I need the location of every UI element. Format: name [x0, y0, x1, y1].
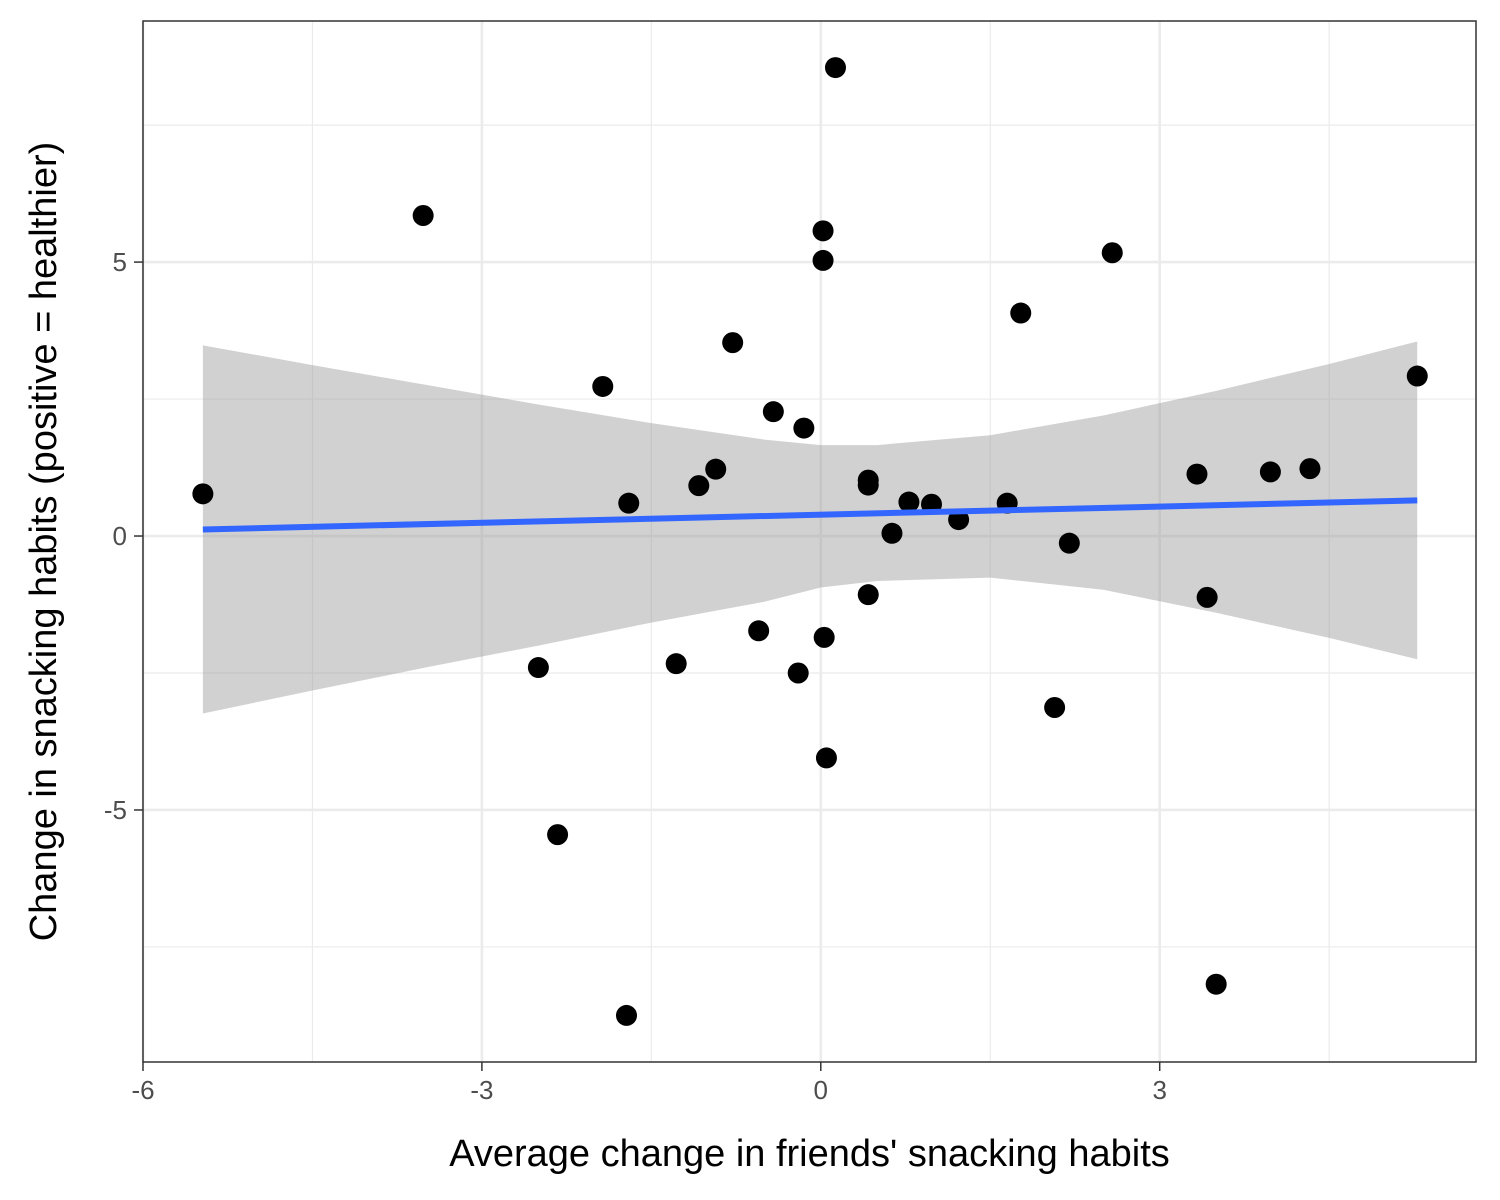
data-point [1205, 973, 1227, 995]
data-point [762, 401, 784, 423]
y-tick-label: 0 [113, 521, 127, 551]
data-point [527, 657, 549, 679]
data-point [857, 474, 879, 496]
fit-line [202, 497, 1418, 533]
data-point [618, 492, 640, 514]
x-tick-label: 3 [1152, 1075, 1166, 1105]
y-axis-ticks: -5 0 5 [104, 247, 143, 825]
data-point [813, 626, 835, 648]
data-point [881, 522, 903, 544]
panel-border [142, 20, 1477, 1063]
data-point [815, 747, 837, 769]
data-point [1259, 461, 1281, 483]
data-point [824, 57, 846, 79]
data-point [688, 475, 710, 497]
x-axis-ticks: -6 -3 0 3 [131, 1062, 1167, 1105]
data-point [1101, 242, 1123, 264]
data-point [722, 332, 744, 354]
confidence-band-layer [202, 341, 1418, 714]
data-point [787, 662, 809, 684]
confidence-band [202, 341, 1418, 714]
data-point [192, 483, 214, 505]
data-point [1196, 586, 1218, 608]
data-point [898, 491, 920, 513]
data-point [1044, 697, 1066, 719]
grid-minor [143, 21, 1476, 1062]
x-axis-title: Average change in friends' snacking habi… [449, 1133, 1170, 1175]
x-tick-label: -6 [131, 1075, 154, 1105]
data-point [412, 205, 434, 227]
data-point [1406, 365, 1428, 387]
x-tick-label: 0 [814, 1075, 828, 1105]
data-point [857, 584, 879, 606]
data-point [812, 249, 834, 271]
data-point [705, 458, 727, 480]
x-tick-label: -3 [470, 1075, 493, 1105]
y-tick-label: 5 [113, 247, 127, 277]
data-point [547, 824, 569, 846]
data-point [615, 1004, 637, 1026]
y-axis-title: Change in snacking habits (positive = he… [23, 142, 65, 942]
data-point [793, 417, 815, 439]
points-layer [192, 57, 1428, 1026]
data-point [748, 620, 770, 642]
data-point [1299, 458, 1321, 480]
data-point [592, 375, 614, 397]
data-point [812, 220, 834, 242]
data-point [1058, 532, 1080, 554]
data-point [1010, 302, 1032, 324]
fit-line-layer [202, 497, 1418, 533]
data-point [1186, 463, 1208, 485]
y-tick-label: -5 [104, 795, 127, 825]
data-point [665, 653, 687, 675]
